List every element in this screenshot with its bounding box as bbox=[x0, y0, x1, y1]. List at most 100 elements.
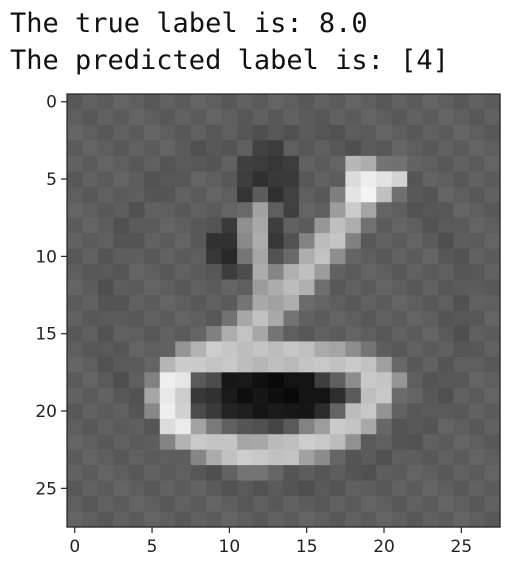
pixel-cell bbox=[82, 217, 99, 234]
pixel-cell bbox=[67, 372, 84, 389]
pixel-cell bbox=[345, 248, 362, 265]
pixel-cell bbox=[298, 480, 316, 497]
pixel-cell bbox=[360, 372, 377, 389]
pixel-cell bbox=[128, 295, 145, 312]
pixel-cell bbox=[469, 480, 486, 497]
pixel-cell bbox=[283, 217, 300, 234]
pixel-cell bbox=[314, 248, 331, 265]
pixel-cell bbox=[391, 496, 408, 513]
pixel-cell bbox=[67, 248, 84, 265]
pixel-cell bbox=[175, 465, 192, 482]
pixel-cell bbox=[113, 279, 130, 296]
pixel-cell bbox=[128, 94, 145, 111]
pixel-cell bbox=[484, 341, 501, 358]
pixel-cell bbox=[128, 233, 145, 250]
pixel-cell bbox=[283, 465, 300, 482]
pixel-cell bbox=[237, 449, 254, 466]
x-tick-label: 5 bbox=[147, 537, 158, 557]
pixel-cell bbox=[345, 217, 362, 234]
pixel-cell bbox=[221, 511, 238, 528]
pixel-cell bbox=[345, 403, 362, 420]
pixel-cell bbox=[314, 341, 331, 358]
pixel-cell bbox=[144, 202, 161, 219]
pixel-cell bbox=[298, 202, 316, 219]
pixel-cell bbox=[97, 124, 114, 141]
pixel-cell bbox=[453, 140, 470, 157]
pixel-cell bbox=[252, 140, 269, 157]
pixel-cell bbox=[67, 387, 84, 404]
pixel-cell bbox=[190, 511, 207, 528]
pixel-cell bbox=[422, 94, 439, 111]
pixel-cell bbox=[113, 186, 130, 203]
pixel-cell bbox=[376, 387, 393, 404]
pixel-cell bbox=[345, 310, 362, 327]
pixel-cell bbox=[469, 186, 486, 203]
pixel-cell bbox=[422, 202, 439, 219]
pixel-cell bbox=[144, 94, 161, 111]
pixel-cell bbox=[298, 140, 316, 157]
pixel-cell bbox=[376, 403, 393, 420]
pixel-cell bbox=[298, 356, 316, 373]
pixel-cell bbox=[407, 279, 424, 296]
pixel-cell bbox=[407, 465, 424, 482]
pixel-cell bbox=[484, 295, 501, 312]
pixel-cell bbox=[113, 140, 130, 157]
pixel-cell bbox=[345, 202, 362, 219]
pixel-cell bbox=[221, 124, 238, 141]
pixel-cell bbox=[175, 418, 192, 435]
plot-frame bbox=[66, 93, 501, 528]
pixel-cell bbox=[438, 372, 455, 389]
pixel-cell bbox=[128, 155, 145, 172]
pixel-cell bbox=[407, 295, 424, 312]
pixel-cell bbox=[298, 341, 316, 358]
pixel-cell bbox=[206, 449, 223, 466]
pixel-cell bbox=[391, 434, 408, 451]
pixel-cell bbox=[237, 341, 254, 358]
pixel-cell bbox=[376, 511, 393, 528]
pixel-cell bbox=[237, 233, 254, 250]
pixel-cell bbox=[268, 310, 285, 327]
pixel-cell bbox=[159, 465, 176, 482]
pixel-cell bbox=[438, 109, 455, 126]
pixel-cell bbox=[190, 155, 207, 172]
pixel-cell bbox=[206, 94, 223, 111]
pixel-cell bbox=[360, 217, 377, 234]
pixel-cell bbox=[360, 140, 377, 157]
pixel-cell bbox=[206, 418, 223, 435]
pixel-cell bbox=[484, 264, 501, 281]
pixel-cell bbox=[268, 418, 285, 435]
pixel-cell bbox=[190, 279, 207, 296]
pixel-cell bbox=[268, 279, 285, 296]
pixel-cell bbox=[438, 403, 455, 420]
pixel-cell bbox=[97, 496, 114, 513]
pixel-cell bbox=[175, 341, 192, 358]
pixel-cell bbox=[314, 186, 331, 203]
pixel-cell bbox=[221, 233, 238, 250]
pixel-cell bbox=[345, 356, 362, 373]
pixel-cell bbox=[438, 480, 455, 497]
pixel-cell bbox=[391, 202, 408, 219]
pixel-cell bbox=[314, 496, 331, 513]
pixel-cell bbox=[268, 403, 285, 420]
pixel-cell bbox=[407, 186, 424, 203]
pixel-cell bbox=[128, 310, 145, 327]
pixel-cell bbox=[221, 295, 238, 312]
pixel-cell bbox=[422, 264, 439, 281]
pixel-cell bbox=[345, 325, 362, 343]
pixel-cell bbox=[128, 124, 145, 141]
pixel-cell bbox=[438, 248, 455, 265]
pixel-cell bbox=[175, 217, 192, 234]
pixel-cell bbox=[206, 295, 223, 312]
pixel-cell bbox=[175, 248, 192, 265]
pixel-cell bbox=[190, 124, 207, 141]
pixel-cell bbox=[268, 341, 285, 358]
pixel-cell bbox=[268, 449, 285, 466]
pixel-cell bbox=[175, 310, 192, 327]
pixel-cell bbox=[113, 217, 130, 234]
pixel-cell bbox=[422, 310, 439, 327]
pixel-cell bbox=[360, 511, 377, 528]
pixel-cell bbox=[298, 109, 316, 126]
x-tick-label: 0 bbox=[69, 537, 80, 557]
pixel-cell bbox=[484, 372, 501, 389]
pixel-cell bbox=[221, 372, 238, 389]
